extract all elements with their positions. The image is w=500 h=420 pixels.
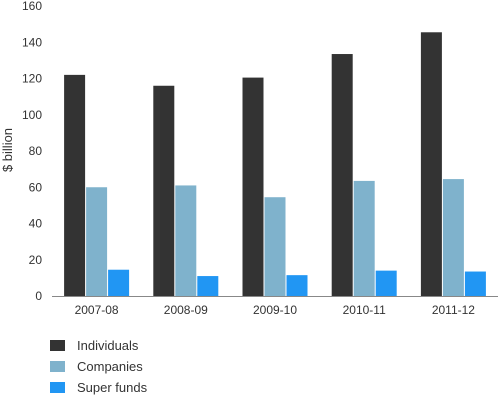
legend: Individuals Companies Super funds <box>50 338 148 395</box>
bar-individuals-2011-12 <box>420 32 442 296</box>
bar-individuals-2008-09 <box>153 85 175 296</box>
legend-label: Individuals <box>77 338 139 353</box>
y-tick-label: 100 <box>22 108 42 122</box>
y-tick-label: 120 <box>22 72 42 86</box>
bar-companies-2008-09 <box>175 185 197 296</box>
y-axis-label: $ billion <box>0 128 15 172</box>
x-tick-label: 2007-08 <box>75 303 119 317</box>
y-tick-label: 40 <box>29 217 43 231</box>
x-tick-label: 2009-10 <box>253 303 297 317</box>
legend-label: Companies <box>77 359 143 374</box>
x-tick-label: 2010-11 <box>343 303 386 317</box>
bar-companies-2011-12 <box>442 179 464 296</box>
bar-companies-2007-08 <box>86 187 108 296</box>
bar-super-funds-2010-11 <box>375 270 397 296</box>
legend-swatch <box>50 361 65 372</box>
bar-super-funds-2008-09 <box>197 276 219 296</box>
x-tick-label: 2008-09 <box>164 303 208 317</box>
y-axis-ticks: 0 20 40 60 80 100 120 140 160 <box>22 0 42 303</box>
x-tick-label: 2011-12 <box>432 303 475 317</box>
bar-individuals-2010-11 <box>331 54 353 296</box>
bar-companies-2010-11 <box>353 180 375 296</box>
y-tick-label: 20 <box>29 253 43 267</box>
bar-series-group <box>64 32 486 296</box>
legend-swatch <box>50 382 65 393</box>
bar-individuals-2009-10 <box>242 77 264 296</box>
y-tick-label: 80 <box>29 144 43 158</box>
y-tick-label: 140 <box>22 35 42 49</box>
x-axis-ticks: 2007-08 2008-09 2009-10 2010-11 2011-12 <box>75 303 476 317</box>
bar-super-funds-2011-12 <box>464 271 486 296</box>
bar-super-funds-2009-10 <box>286 275 308 296</box>
bar-individuals-2007-08 <box>64 74 86 296</box>
bar-super-funds-2007-08 <box>108 269 130 296</box>
bar-companies-2009-10 <box>264 197 286 296</box>
y-tick-label: 160 <box>22 0 42 13</box>
y-tick-label: 0 <box>35 289 42 303</box>
y-tick-label: 60 <box>29 180 43 194</box>
legend-swatch <box>50 340 65 351</box>
legend-label: Super funds <box>77 380 148 395</box>
